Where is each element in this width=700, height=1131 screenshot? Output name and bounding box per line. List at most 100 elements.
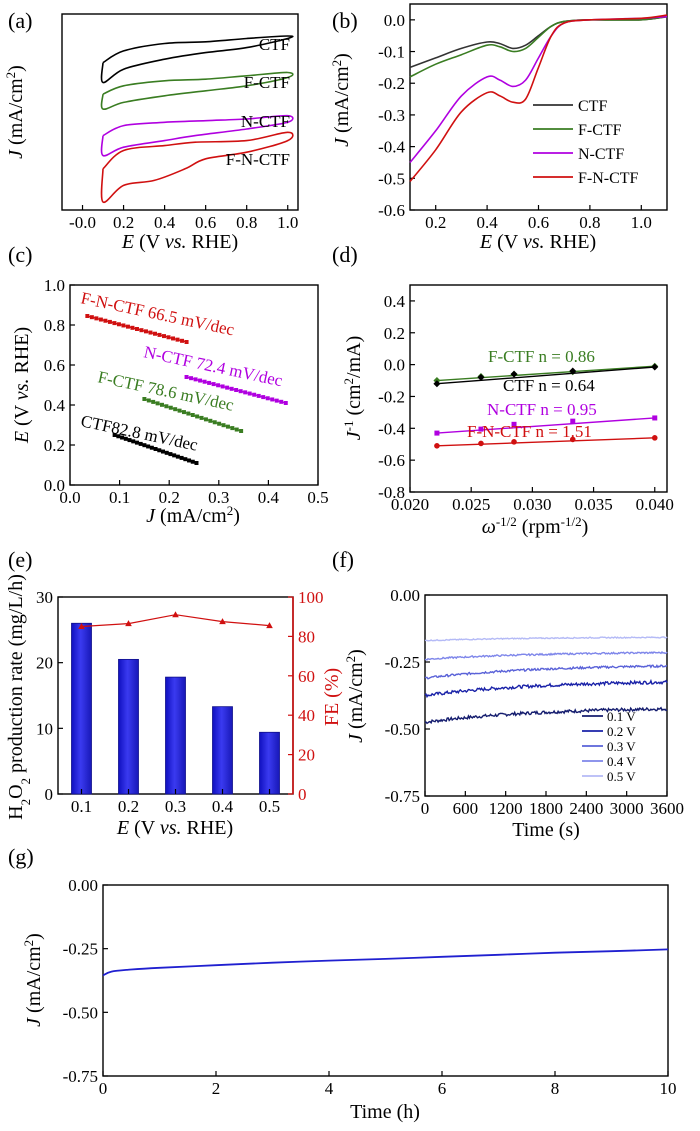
c-point	[177, 408, 182, 413]
c-point	[112, 321, 117, 326]
c-point	[212, 420, 217, 425]
c-point	[225, 385, 230, 390]
f-xlabel: Time (s)	[512, 819, 580, 841]
d-series-label: F-CTF n = 0.86	[488, 347, 595, 366]
a-xtick-label: 1.0	[277, 213, 298, 232]
a-series-label: F-CTF	[244, 73, 290, 92]
c-point	[202, 379, 207, 384]
c-ylabel: E (V vs. RHE)	[11, 327, 33, 444]
b-xtick-label: 0.4	[476, 213, 498, 232]
f-ytick-label: 0.00	[390, 586, 420, 605]
e-xtick-label: 0.4	[212, 797, 234, 816]
c-point	[270, 397, 275, 402]
a-xtick-label: 0.4	[154, 213, 176, 232]
a-xtick-label: 0.6	[195, 213, 216, 232]
f-legend-label: 0.4 V	[607, 754, 636, 769]
b-ytick-label: -0.6	[378, 201, 405, 220]
c-point	[89, 315, 94, 320]
g-ylabel: J (mA/cm2)	[21, 933, 46, 1027]
f-ytick-label: -0.25	[385, 653, 420, 672]
g-xtick-label: 2	[212, 1079, 221, 1098]
c-point	[238, 389, 243, 394]
f-legend-label: 0.3 V	[607, 739, 636, 754]
b-ytick-label: -0.5	[378, 169, 405, 188]
b-series-F-N-CTF	[409, 14, 668, 183]
f-xtick-label: 0	[421, 799, 430, 818]
c-point	[186, 411, 191, 416]
e-ytick-label: 10	[36, 719, 53, 738]
f-xtick-label: 1800	[529, 799, 563, 818]
b-legend-label: F-CTF	[578, 122, 622, 139]
e-bar	[165, 676, 186, 795]
d-point	[570, 418, 576, 424]
c-point	[230, 426, 235, 431]
c-point	[279, 399, 284, 404]
f-ytick-label: -0.75	[385, 787, 420, 806]
d-ytick-label: -0.6	[378, 451, 405, 470]
c-ytick-label: 0.2	[44, 436, 65, 455]
c-point	[166, 335, 171, 340]
c-point	[193, 377, 198, 382]
c-point	[130, 325, 135, 330]
e-y2tick-label: 80	[298, 627, 315, 646]
b-ytick-label: -0.1	[378, 43, 405, 62]
c-point	[161, 449, 165, 454]
e-y2tick-label: 100	[298, 588, 324, 607]
b-ylabel: J (mA/cm2)	[329, 53, 354, 147]
e-xlabel: E (V vs. RHE)	[116, 817, 233, 839]
e-y2tick-label: 0	[298, 785, 307, 804]
b-legend-label: CTF	[578, 98, 607, 115]
f-series-0.4 V	[424, 650, 668, 661]
e-ytick-label: 0	[45, 785, 54, 804]
c-point	[207, 380, 212, 385]
c-point	[121, 323, 126, 328]
c-xtick-label: 0.0	[59, 488, 80, 507]
b-legend-label: F-N-CTF	[578, 170, 639, 187]
c-point	[134, 327, 139, 331]
c-point	[243, 390, 248, 395]
b-xtick-label: 0.6	[528, 213, 549, 232]
c-point	[217, 421, 222, 426]
c-point	[229, 386, 234, 391]
d-point	[510, 370, 518, 378]
c-point	[252, 392, 257, 397]
g-axes-frame	[102, 884, 669, 1077]
c-ytick-label: 0.6	[44, 356, 65, 375]
f-series-0.5 V	[424, 636, 668, 642]
a-label: (a)	[8, 8, 32, 33]
b-label: (b)	[332, 8, 358, 33]
c-point	[247, 391, 252, 396]
d-xtick-label: 0.020	[391, 495, 429, 514]
f-series-0.3 V	[424, 664, 668, 680]
e-ytick-label: 20	[36, 654, 53, 673]
d-ytick-label: -0.8	[378, 483, 405, 502]
d-xtick-label: 0.035	[574, 495, 612, 514]
e-fe-point	[125, 620, 132, 627]
d-ylabel: J-1 (cm2/mA)	[341, 336, 366, 441]
g-xlabel: Time (h)	[350, 1101, 420, 1123]
c-xtick-label: 0.2	[159, 488, 180, 507]
d-series-label: F-N-CTF n = 1.51	[467, 422, 592, 441]
c-series-label: F-N-CTF 66.5 mV/dec	[79, 288, 236, 339]
panel-b: 0.2 0.4 0.6 0.8 1.0 0.0 -0.1 -0.2 -0.3 -0.4 -0.5 -0…	[329, 3, 668, 253]
f-series-0.1 V	[424, 706, 668, 725]
e-fe-point	[78, 623, 85, 630]
e-y2tick-label: 60	[298, 667, 315, 686]
c-point	[107, 319, 112, 324]
c-point	[149, 445, 154, 450]
f-legend-label: 0.1 V	[607, 709, 636, 724]
c-point	[190, 459, 195, 464]
g-ytick-label: -0.50	[63, 1003, 98, 1022]
c-point	[131, 439, 136, 444]
c-ytick-label: 0.4	[44, 396, 66, 415]
b-ytick-label: -0.2	[378, 74, 405, 93]
c-ytick-label: 1.0	[44, 276, 65, 295]
d-point	[569, 367, 577, 375]
e-fe-point	[172, 611, 179, 618]
c-point	[216, 383, 221, 388]
c-point	[274, 398, 279, 403]
c-ytick-label: 0.0	[44, 476, 65, 495]
c-point	[151, 399, 156, 404]
d-point	[511, 421, 517, 427]
d-ytick-label: 0.4	[384, 292, 406, 311]
